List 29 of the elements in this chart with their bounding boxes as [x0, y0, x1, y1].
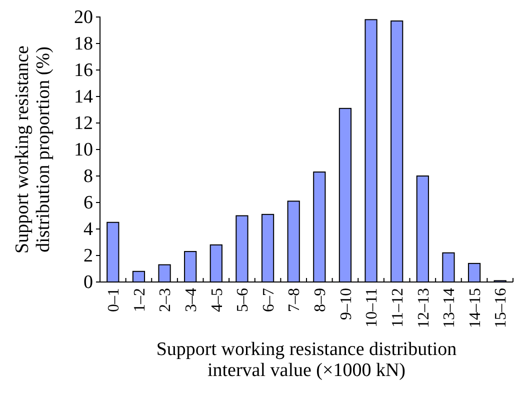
x-tick-label: 9–10 [338, 288, 355, 320]
x-tick-label: 6–7 [260, 288, 278, 312]
x-axis-title: Support working resistance distribution interval value (×1000 kN) [156, 339, 458, 381]
y-tick-label: 10 [74, 140, 93, 161]
x-tick-label: 8–9 [312, 288, 330, 312]
x-tick-label: 10–11 [364, 288, 381, 328]
y-axis-title: Support working resistance distribution proportion (%) [12, 46, 54, 254]
x-tick-label: 5–6 [234, 288, 252, 312]
x-tick-label: 14–15 [466, 288, 484, 328]
x-tick-label: 15–16 [492, 288, 510, 328]
x-tick-label: 13–14 [441, 288, 458, 328]
y-tick-label: 16 [74, 60, 93, 82]
x-tick-label: 7–8 [286, 288, 304, 312]
y-tick-label: 8 [84, 166, 93, 188]
y-tick-label: 12 [74, 113, 93, 134]
y-tick-label: 0 [84, 272, 93, 294]
y-tick-label: 18 [74, 34, 93, 55]
y-tick-label: 2 [84, 246, 93, 267]
x-tick-label: 11–12 [389, 288, 406, 328]
y-tick-label: 4 [84, 219, 94, 240]
x-tick-label: 2–3 [157, 288, 174, 312]
x-tick-label: 0–1 [106, 288, 123, 312]
y-tick-label: 6 [84, 192, 93, 214]
x-tick-label: 4–5 [208, 288, 226, 312]
x-tick-label: 3–4 [182, 288, 200, 312]
y-tick-label: 14 [74, 86, 94, 108]
y-tick-label: 20 [74, 7, 93, 28]
x-tick-label: 12–13 [415, 288, 432, 328]
x-tick-label: 1–2 [131, 288, 148, 312]
